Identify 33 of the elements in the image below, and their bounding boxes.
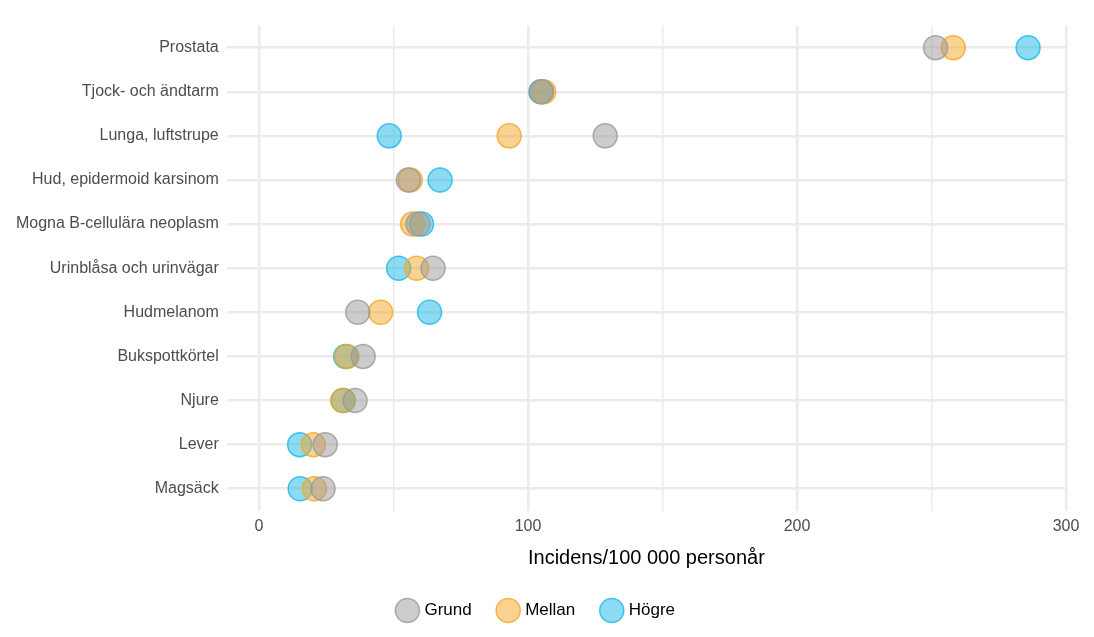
y-tick-label: Urinblåsa och urinvägar <box>49 258 220 276</box>
y-tick-label: Tjock- och ändtarm <box>81 82 219 100</box>
point <box>342 387 368 414</box>
point <box>592 123 618 149</box>
y-tick-label: Prostata <box>159 38 219 56</box>
x-tick-label: 100 <box>514 516 542 534</box>
y-tick-label: Lunga, luftstrupe <box>99 126 219 144</box>
x-tick-label: 0 <box>254 516 264 534</box>
legend-label: Högre <box>628 600 676 620</box>
point <box>420 255 446 281</box>
point <box>922 34 949 61</box>
point <box>416 299 443 326</box>
point <box>310 476 336 502</box>
point <box>345 299 371 326</box>
y-tick-label: Hud, epidermoid karsinom <box>32 170 219 188</box>
point <box>376 123 402 149</box>
point <box>312 431 338 458</box>
x-tick-label: 300 <box>1052 516 1080 534</box>
x-axis-title: Incidens/100 000 personår <box>527 545 766 568</box>
point <box>350 343 376 370</box>
y-tick-label: Mogna B-cellulära neoplasm <box>15 214 219 232</box>
y-tick-label: Hudmelanom <box>123 302 219 320</box>
point <box>496 123 522 149</box>
y-tick-label: Njure <box>180 390 219 408</box>
y-tick-label: Bukspottkörtel <box>117 346 219 364</box>
legend-label: Grund <box>424 600 472 620</box>
x-tick-label: 200 <box>783 516 811 534</box>
y-tick-label: Magsäck <box>154 479 220 497</box>
point <box>427 167 453 193</box>
y-tick-label: Lever <box>178 435 220 453</box>
point <box>367 299 394 326</box>
point <box>1015 34 1041 61</box>
legend-label: Mellan <box>525 600 576 620</box>
